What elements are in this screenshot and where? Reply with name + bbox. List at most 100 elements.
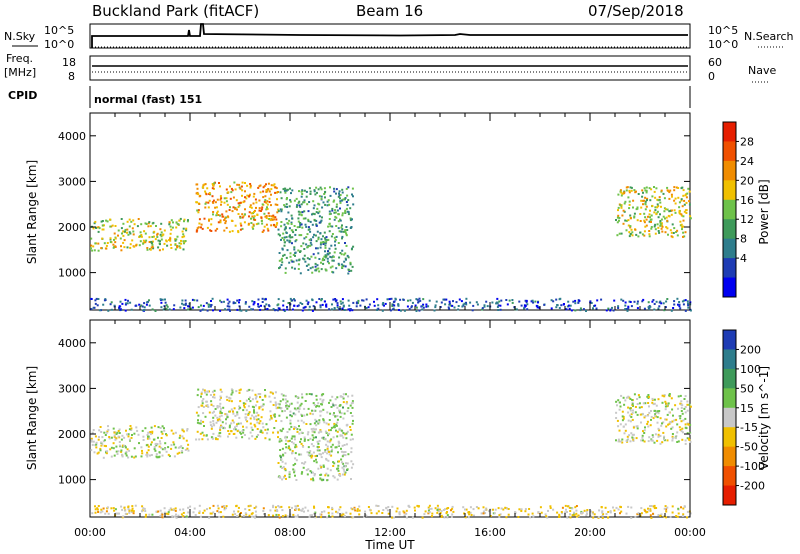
power-pixel-4 [297, 304, 300, 307]
velocity-pixel-3 [634, 406, 637, 408]
power-pixel-2 [344, 257, 347, 260]
power-pixel-0 [114, 237, 117, 240]
velocity-pixel-4 [299, 509, 302, 512]
power-pixel-4 [200, 304, 202, 307]
velocity-pixel-2 [351, 406, 354, 409]
power-pixel-3 [633, 189, 636, 192]
velocity-pixel-2 [292, 468, 295, 471]
power-pixel-3 [660, 224, 663, 227]
power-pixel-3 [648, 213, 651, 216]
power-pixel-4 [684, 309, 687, 312]
power-pixel-4 [359, 304, 362, 307]
power-pixel-0 [120, 227, 123, 230]
velocity-pixel-1 [205, 400, 208, 403]
velocity-pixel-1 [249, 400, 252, 403]
velocity-pixel-2 [328, 453, 331, 456]
power-pixel-3 [653, 211, 656, 214]
power-pixel-3 [618, 219, 620, 222]
velocity-pixel-3 [664, 405, 667, 408]
power-pixel-4 [505, 299, 508, 301]
power-pixel-0 [150, 240, 153, 243]
power-cb-swatch [723, 219, 736, 240]
velocity-cb-tick-label: 15 [740, 402, 754, 415]
power-pixel-1 [198, 218, 201, 221]
power-pixel-2 [324, 250, 326, 253]
power-pixel-4 [678, 303, 681, 306]
power-pixel-3 [646, 197, 649, 200]
velocity-pixel-4 [689, 512, 692, 515]
velocity-pixel-3 [657, 433, 660, 436]
power-pixel-2 [319, 241, 322, 244]
velocity-pixel-3 [648, 411, 651, 414]
velocity-pixel-0 [90, 439, 93, 442]
power-pixel-1 [239, 228, 242, 231]
power-pixel-1 [274, 203, 277, 206]
velocity-pixel-3 [684, 395, 687, 398]
power-pixel-3 [650, 214, 653, 217]
power-pixel-2 [280, 264, 283, 266]
velocity-pixel-2 [339, 395, 342, 398]
velocity-pixel-1 [215, 438, 217, 441]
velocity-pixel-3 [619, 440, 622, 443]
velocity-pixel-4 [120, 505, 123, 508]
velocity-pixel-2 [310, 478, 313, 481]
power-pixel-2 [291, 260, 294, 263]
velocity-pixel-3 [674, 404, 677, 407]
velocity-pixel-0 [178, 436, 181, 439]
velocity-pixel-1 [247, 412, 250, 415]
power-pixel-1 [267, 182, 270, 185]
velocity-pixel-4 [235, 504, 238, 507]
velocity-pixel-0 [123, 444, 126, 447]
power-pixel-0 [149, 225, 152, 228]
power-pixel-4 [463, 302, 466, 305]
velocity-pixel-1 [277, 431, 279, 434]
velocity-pixel-4 [127, 505, 130, 508]
power-pixel-1 [229, 206, 231, 209]
freq-label: Freq. [6, 52, 33, 65]
power-pixel-4 [628, 300, 631, 303]
power-pixel-4 [434, 304, 437, 307]
power-pixel-3 [651, 204, 654, 207]
velocity-pixel-4 [451, 513, 454, 516]
power-pixel-2 [329, 266, 332, 269]
power-pixel-1 [236, 208, 238, 211]
power-pixel-1 [217, 221, 220, 224]
velocity-pixel-1 [262, 403, 265, 406]
power-pixel-1 [249, 204, 252, 207]
velocity-pixel-4 [182, 515, 185, 518]
power-pixel-4 [485, 300, 488, 303]
velocity-pixel-1 [201, 438, 204, 441]
power-pixel-1 [274, 216, 277, 219]
power-pixel-2 [328, 252, 331, 255]
power-pixel-2 [331, 265, 334, 268]
velocity-pixel-3 [674, 437, 677, 440]
power-pixel-2 [335, 188, 338, 191]
power-pixel-3 [656, 210, 659, 213]
velocity-pixel-2 [329, 469, 332, 472]
power-pixel-2 [294, 240, 297, 243]
velocity-pixel-3 [621, 438, 624, 441]
power-pixel-2 [324, 242, 327, 245]
velocity-cb-tick-label: -200 [740, 480, 765, 493]
power-pixel-3 [623, 202, 626, 205]
velocity-pixel-4 [665, 510, 668, 513]
velocity-pixel-3 [647, 440, 650, 443]
power-pixel-0 [109, 237, 112, 240]
velocity-pixel-3 [619, 401, 621, 404]
velocity-pixel-2 [282, 453, 284, 456]
power-pixel-2 [329, 194, 332, 197]
velocity-pixel-4 [568, 506, 571, 509]
power-pixel-0 [132, 230, 135, 233]
power-pixel-3 [641, 189, 644, 192]
power-pixel-0 [139, 240, 142, 243]
power-pixel-4 [351, 309, 354, 312]
velocity-pixel-0 [124, 452, 127, 455]
velocity-pixel-0 [160, 430, 163, 433]
velocity-pixel-2 [332, 426, 335, 429]
power-pixel-1 [241, 181, 244, 184]
power-pixel-4 [607, 307, 610, 310]
power-pixel-2 [337, 227, 340, 230]
power-pixel-0 [121, 232, 123, 235]
velocity-pixel-1 [258, 422, 261, 425]
power-pixel-2 [289, 199, 292, 202]
